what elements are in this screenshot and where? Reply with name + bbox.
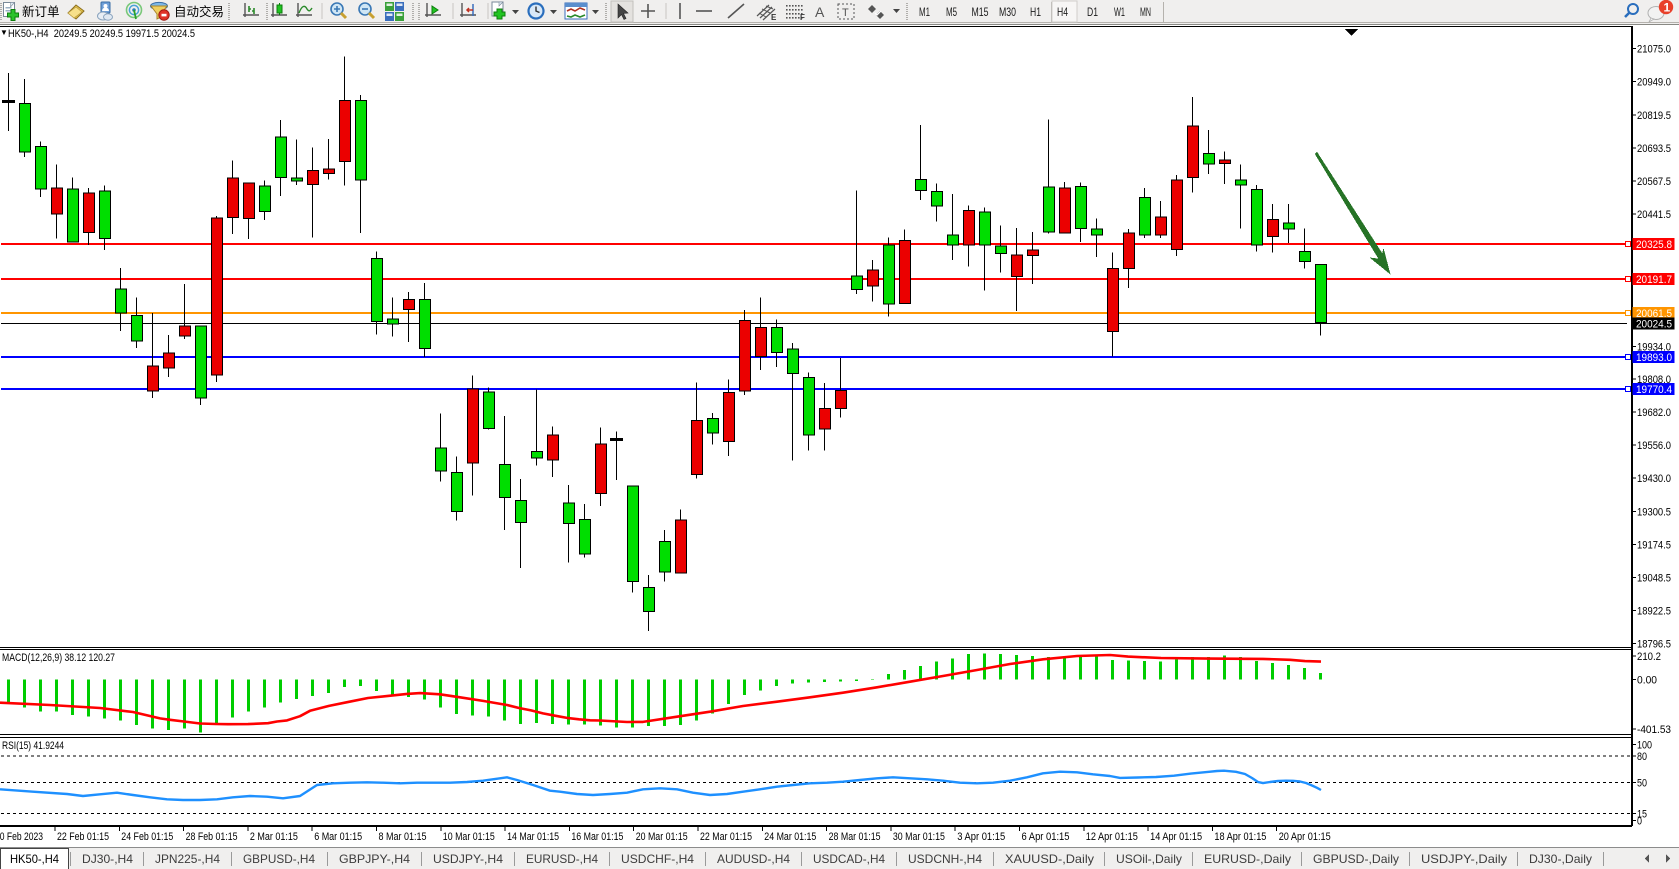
svg-text:20693.5: 20693.5 — [1637, 143, 1671, 155]
svg-text:14 Apr 01:15: 14 Apr 01:15 — [1150, 831, 1202, 843]
svg-text:20567.5: 20567.5 — [1637, 176, 1671, 188]
svg-text:W1: W1 — [1114, 5, 1125, 19]
svg-text:M30: M30 — [999, 5, 1016, 19]
svg-text:19893.0: 19893.0 — [1636, 352, 1672, 364]
svg-text:DJ30-,H4: DJ30-,H4 — [82, 852, 133, 866]
svg-text:0: 0 — [1637, 816, 1642, 828]
svg-text:F: F — [800, 13, 805, 22]
svg-text:MN: MN — [1140, 5, 1151, 19]
svg-text:30 Mar 01:15: 30 Mar 01:15 — [893, 831, 945, 843]
svg-text:RSI(15) 41.9244: RSI(15) 41.9244 — [2, 740, 64, 752]
svg-text:MACD(12,26,9) 38.12 120.27: MACD(12,26,9) 38.12 120.27 — [2, 652, 115, 664]
svg-text:XAUUSD-,Daily: XAUUSD-,Daily — [1005, 852, 1094, 866]
svg-text:22 Mar 01:15: 22 Mar 01:15 — [700, 831, 752, 843]
svg-text:20 Feb 2023: 20 Feb 2023 — [0, 831, 43, 843]
svg-text:20024.5: 20024.5 — [1636, 319, 1672, 331]
svg-text:USOil-,Daily: USOil-,Daily — [1116, 852, 1182, 866]
svg-text:H4: H4 — [1057, 5, 1068, 19]
svg-text:M15: M15 — [972, 5, 989, 19]
svg-text:50: 50 — [1637, 778, 1647, 790]
svg-text:19556.0: 19556.0 — [1637, 440, 1671, 452]
svg-text:20441.5: 20441.5 — [1637, 209, 1671, 221]
svg-text:28 Feb 01:15: 28 Feb 01:15 — [186, 831, 238, 843]
svg-text:19048.5: 19048.5 — [1637, 573, 1671, 585]
svg-text:19770.4: 19770.4 — [1636, 384, 1672, 396]
svg-text:USDCNH-,H4: USDCNH-,H4 — [908, 852, 982, 866]
svg-text:20 Mar 01:15: 20 Mar 01:15 — [636, 831, 688, 843]
svg-text:19430.0: 19430.0 — [1637, 473, 1671, 485]
svg-text:HK50-,H4: HK50-,H4 — [10, 852, 59, 866]
svg-text:6 Mar 01:15: 6 Mar 01:15 — [314, 831, 362, 843]
svg-text:1: 1 — [1664, 1, 1671, 15]
svg-text:20061.5: 20061.5 — [1636, 308, 1672, 320]
svg-text:▼: ▼ — [0, 28, 8, 37]
svg-text:22 Feb 01:15: 22 Feb 01:15 — [57, 831, 109, 843]
svg-text:EURUSD-,H4: EURUSD-,H4 — [526, 852, 598, 866]
svg-text:GBPUSD-,Daily: GBPUSD-,Daily — [1313, 852, 1399, 866]
svg-text:18796.5: 18796.5 — [1637, 638, 1671, 650]
svg-text:自动交易: 自动交易 — [174, 4, 224, 19]
svg-text:M5: M5 — [946, 5, 957, 19]
svg-text:AUDUSD-,H4: AUDUSD-,H4 — [717, 852, 790, 866]
svg-text:20325.8: 20325.8 — [1636, 239, 1672, 251]
svg-text:E: E — [771, 13, 777, 22]
svg-text:19682.0: 19682.0 — [1637, 407, 1671, 419]
svg-text:D1: D1 — [1087, 5, 1098, 19]
svg-text:24 Feb 01:15: 24 Feb 01:15 — [121, 831, 173, 843]
svg-text:0.00: 0.00 — [1637, 675, 1657, 687]
svg-text:20 Apr 01:15: 20 Apr 01:15 — [1279, 831, 1331, 843]
svg-text:18 Apr 01:15: 18 Apr 01:15 — [1214, 831, 1266, 843]
svg-text:80: 80 — [1637, 751, 1647, 763]
svg-text:14 Mar 01:15: 14 Mar 01:15 — [507, 831, 559, 843]
svg-text:20191.7: 20191.7 — [1636, 274, 1672, 286]
svg-text:10 Mar 01:15: 10 Mar 01:15 — [443, 831, 495, 843]
svg-text:USDCAD-,H4: USDCAD-,H4 — [813, 852, 885, 866]
svg-text:19934.0: 19934.0 — [1637, 341, 1671, 353]
svg-text:20949.0: 20949.0 — [1637, 76, 1671, 88]
svg-text:HK50-,H4 20249.5 20249.5 1997: HK50-,H4 20249.5 20249.5 19971.5 20024.5 — [8, 28, 195, 40]
svg-text:A: A — [815, 4, 825, 20]
svg-text:EURUSD-,Daily: EURUSD-,Daily — [1204, 852, 1291, 866]
svg-text:19300.5: 19300.5 — [1637, 507, 1671, 519]
svg-text:GBPJPY-,H4: GBPJPY-,H4 — [339, 852, 410, 866]
svg-text:USDCHF-,H4: USDCHF-,H4 — [621, 852, 694, 866]
svg-text:新订单: 新订单 — [22, 4, 60, 19]
svg-text:20819.5: 20819.5 — [1637, 110, 1671, 122]
svg-text:210.2: 210.2 — [1637, 651, 1661, 663]
svg-text:M1: M1 — [919, 5, 930, 19]
svg-text:12 Apr 01:15: 12 Apr 01:15 — [1086, 831, 1138, 843]
svg-text:JPN225-,H4: JPN225-,H4 — [155, 852, 220, 866]
svg-text:100: 100 — [1637, 740, 1652, 752]
svg-text:16 Mar 01:15: 16 Mar 01:15 — [571, 831, 623, 843]
svg-text:DJ30-,Daily: DJ30-,Daily — [1529, 852, 1592, 866]
svg-text:T: T — [842, 7, 849, 19]
svg-text:USDJPY-,Daily: USDJPY-,Daily — [1421, 852, 1507, 866]
svg-text:H1: H1 — [1030, 5, 1041, 19]
svg-text:-401.53: -401.53 — [1637, 724, 1671, 736]
svg-text:2 Mar 01:15: 2 Mar 01:15 — [250, 831, 298, 843]
svg-text:3 Apr 01:15: 3 Apr 01:15 — [957, 831, 1005, 843]
svg-text:24 Mar 01:15: 24 Mar 01:15 — [764, 831, 816, 843]
svg-text:USDJPY-,H4: USDJPY-,H4 — [433, 852, 503, 866]
svg-text:21075.0: 21075.0 — [1637, 43, 1671, 55]
svg-text:28 Mar 01:15: 28 Mar 01:15 — [829, 831, 881, 843]
svg-text:19174.5: 19174.5 — [1637, 540, 1671, 552]
svg-text:6 Apr 01:15: 6 Apr 01:15 — [1022, 831, 1070, 843]
svg-text:15: 15 — [1637, 809, 1647, 821]
svg-text:GBPUSD-,H4: GBPUSD-,H4 — [243, 852, 315, 866]
svg-text:18922.5: 18922.5 — [1637, 605, 1671, 617]
svg-text:8 Mar 01:15: 8 Mar 01:15 — [379, 831, 427, 843]
